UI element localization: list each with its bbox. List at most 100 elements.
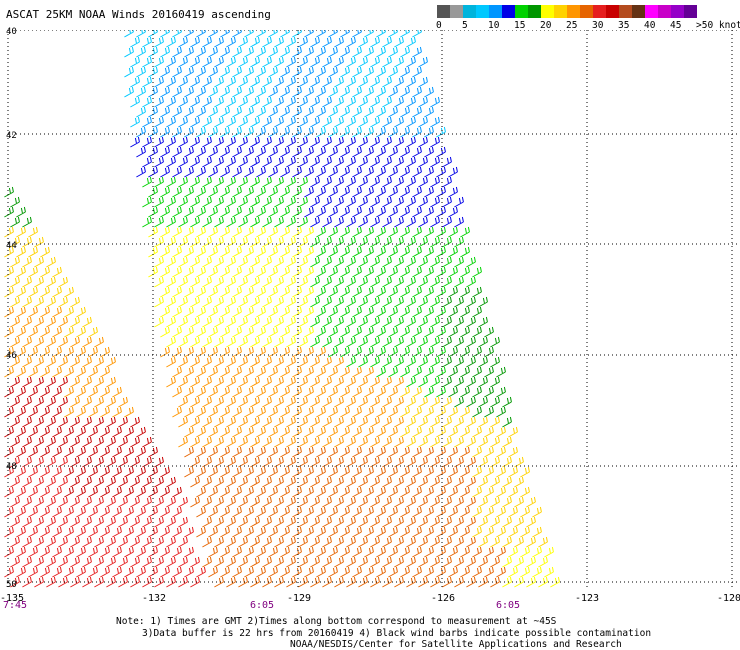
- wind-barb: [232, 566, 242, 578]
- wind-barb: [34, 396, 44, 408]
- wind-barb: [310, 296, 320, 308]
- wind-barb: [256, 506, 266, 518]
- wind-barb: [34, 456, 44, 468]
- wind-barb: [424, 246, 434, 258]
- wind-barb: [4, 266, 14, 278]
- lon-label-135: -135: [0, 593, 25, 604]
- scale-swatch: [619, 5, 632, 18]
- wind-barb: [334, 436, 344, 448]
- wind-barb: [370, 236, 380, 248]
- wind-barb: [94, 376, 104, 388]
- wind-barb: [250, 316, 260, 328]
- wind-barb: [316, 46, 326, 58]
- scale-swatch: [554, 5, 567, 18]
- wind-barb: [292, 366, 302, 378]
- wind-barb: [382, 36, 392, 48]
- wind-barb: [328, 566, 338, 578]
- wind-barb: [388, 186, 398, 198]
- wind-barb: [256, 86, 266, 98]
- wind-barb: [148, 106, 158, 118]
- wind-barb: [154, 236, 164, 248]
- wind-barb: [310, 236, 320, 248]
- wind-barb: [346, 496, 356, 508]
- wind-barb: [358, 96, 368, 108]
- wind-barb: [238, 356, 248, 368]
- wind-barb: [154, 296, 164, 308]
- wind-barb: [16, 566, 26, 578]
- wind-barb: [226, 396, 236, 408]
- wind-barb: [166, 316, 176, 328]
- wind-barb: [220, 406, 230, 418]
- wind-barb: [64, 466, 74, 478]
- wind-barb: [442, 416, 452, 428]
- wind-barb: [466, 316, 476, 328]
- wind-barb: [154, 536, 164, 548]
- wind-barb: [472, 466, 482, 478]
- wind-barb: [142, 496, 152, 508]
- wind-barb: [124, 466, 134, 478]
- wind-barb: [238, 396, 248, 408]
- wind-barb: [22, 376, 32, 388]
- wind-barb: [208, 386, 218, 398]
- scale-swatch: [593, 5, 606, 18]
- wind-barb: [22, 276, 32, 288]
- wind-barb: [388, 386, 398, 398]
- wind-barb: [310, 396, 320, 408]
- wind-barb: [250, 496, 260, 508]
- wind-barb: [232, 486, 242, 498]
- wind-barb: [364, 146, 374, 158]
- wind-barb: [334, 376, 344, 388]
- wind-barb: [208, 206, 218, 218]
- wind-barb: [376, 306, 386, 318]
- wind-barb: [190, 336, 200, 348]
- wind-barb: [220, 486, 230, 498]
- wind-barb: [238, 96, 248, 108]
- wind-barb: [448, 326, 458, 338]
- wind-barb: [346, 416, 356, 428]
- wind-barb: [292, 206, 302, 218]
- wind-barb: [208, 106, 218, 118]
- wind-barb: [436, 186, 446, 198]
- wind-barb: [496, 366, 506, 378]
- wind-barb: [538, 576, 548, 588]
- wind-barb: [34, 556, 44, 568]
- wind-barb: [310, 316, 320, 328]
- wind-barb: [250, 536, 260, 548]
- wind-barb: [346, 276, 356, 288]
- wind-barb: [94, 356, 104, 368]
- wind-barb: [400, 30, 410, 38]
- wind-barb: [454, 496, 464, 508]
- wind-barb: [268, 466, 278, 478]
- wind-barb: [358, 476, 368, 488]
- wind-barb: [484, 366, 494, 378]
- lon-label-126: -126: [431, 593, 456, 604]
- wind-barb: [70, 296, 80, 308]
- wind-barb: [262, 496, 272, 508]
- wind-barb: [364, 446, 374, 458]
- wind-barb: [262, 156, 272, 168]
- wind-barb: [472, 366, 482, 378]
- wind-barb: [268, 146, 278, 158]
- lon-label-120: -120: [717, 593, 740, 604]
- wind-barb: [22, 476, 32, 488]
- wind-barb: [184, 466, 194, 478]
- wind-barb: [334, 396, 344, 408]
- wind-barb: [160, 326, 170, 338]
- wind-barb: [64, 546, 74, 558]
- wind-barb: [394, 536, 404, 548]
- wind-barb: [10, 336, 20, 348]
- wind-barb: [370, 316, 380, 328]
- wind-barb: [496, 386, 506, 398]
- wind-barb: [316, 30, 326, 38]
- wind-barb: [262, 396, 272, 408]
- wind-barb: [370, 96, 380, 108]
- wind-barb: [256, 126, 266, 138]
- wind-barb: [268, 106, 278, 118]
- wind-barb: [280, 206, 290, 218]
- wind-barb: [394, 416, 404, 428]
- wind-barb: [130, 436, 140, 448]
- wind-barb: [466, 416, 476, 428]
- wind-barb: [256, 186, 266, 198]
- wind-barb: [322, 376, 332, 388]
- wind-barb: [40, 566, 50, 578]
